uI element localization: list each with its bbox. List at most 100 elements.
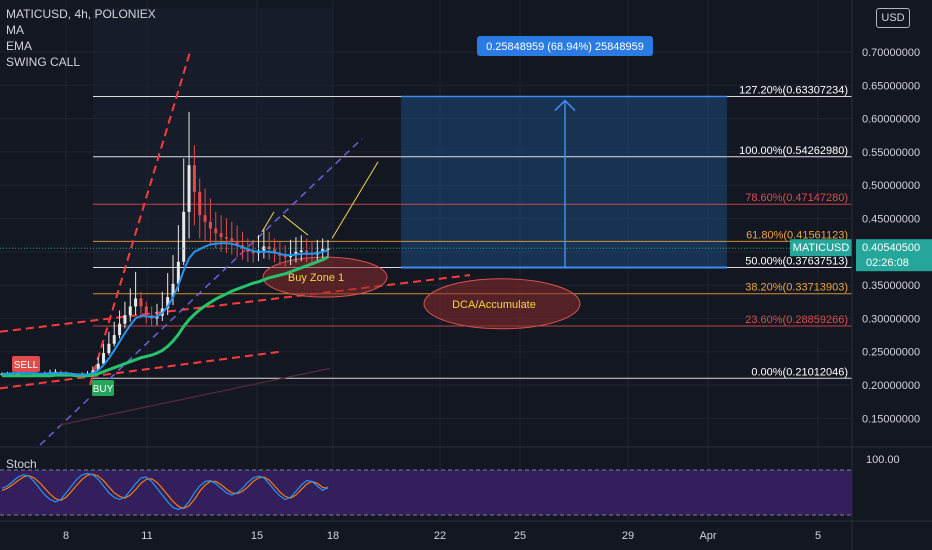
ma-line xyxy=(2,242,329,376)
candle-body xyxy=(107,343,111,354)
long-ma-line xyxy=(59,367,331,426)
candle-body xyxy=(251,251,255,254)
candle-body xyxy=(203,215,207,222)
current-price-box xyxy=(856,239,932,272)
candle-body xyxy=(192,165,196,192)
y-tick-label: 0.15000000 xyxy=(862,413,920,425)
y-tick-label: 0.55000000 xyxy=(862,147,920,159)
candle-body xyxy=(262,246,266,251)
candle-body xyxy=(139,298,143,307)
candle-body xyxy=(235,241,239,246)
stoch-band xyxy=(0,470,852,515)
y-tick-label: 0.25000000 xyxy=(862,347,920,359)
y-tick-label: 0.45000000 xyxy=(862,214,920,226)
x-tick-label: 5 xyxy=(815,530,821,542)
candle-body xyxy=(198,191,202,216)
sell-tag: SELL xyxy=(14,360,39,371)
candle-body xyxy=(96,363,100,371)
y-tick-label: 0.50000000 xyxy=(862,180,920,192)
candle-body xyxy=(273,249,277,254)
candle-body xyxy=(214,228,218,234)
x-tick-label: 8 xyxy=(63,530,69,542)
target-box xyxy=(401,96,727,268)
candle-body xyxy=(182,211,186,262)
currency-button[interactable]: USD xyxy=(876,8,910,28)
ema-line xyxy=(2,255,329,378)
y-tick-label: 0.30000000 xyxy=(862,313,920,325)
fib-label: 50.00%(0.37637513) xyxy=(745,256,848,268)
x-tick-label: 11 xyxy=(141,530,152,542)
candle-body xyxy=(230,238,234,242)
arrow-2 xyxy=(282,214,309,236)
symbol-tag: MATICUSD xyxy=(793,242,850,254)
fib-label: 78.60%(0.47147280) xyxy=(745,192,848,204)
trend-line-steep xyxy=(89,51,191,386)
fib-label: 61.80%(0.41561123) xyxy=(746,229,848,241)
candle-body xyxy=(171,283,175,298)
chart-legend: MATICUSD, 4h, POLONIEX MA EMA SWING CALL xyxy=(6,6,156,70)
x-tick-label: 25 xyxy=(514,530,526,542)
x-tick-label: 18 xyxy=(327,530,339,542)
buy-tag-box xyxy=(92,380,114,396)
indicator-ma[interactable]: MA xyxy=(6,23,24,37)
fib-label: 0.00%(0.21012046) xyxy=(751,366,848,378)
target-arrow-head xyxy=(554,99,576,112)
candle-body xyxy=(208,221,212,229)
x-tick-label: 15 xyxy=(251,530,263,542)
stoch-scale-label: 100.00 xyxy=(866,454,900,466)
buy-tag: BUY xyxy=(93,384,114,395)
candle-body xyxy=(176,261,180,284)
candle-body xyxy=(219,233,223,238)
y-tick-label: 0.60000000 xyxy=(862,114,920,126)
arrow-1 xyxy=(261,211,275,233)
symbol-title: MATICUSD, 4h, POLONIEX xyxy=(6,7,156,21)
symbol-tag-box xyxy=(790,239,852,257)
candle-body xyxy=(187,165,191,212)
candle-body xyxy=(305,250,309,253)
sell-tag-box xyxy=(12,356,40,372)
candle-body xyxy=(299,250,303,252)
buy-zone-label: Buy Zone 1 xyxy=(288,272,344,284)
fib-label: 127.20%(0.63307234) xyxy=(739,85,848,97)
trend-line-support xyxy=(0,274,471,333)
arrow-3 xyxy=(331,161,379,239)
y-tick-label: 0.35000000 xyxy=(862,280,920,292)
measure-label-box xyxy=(477,36,653,56)
current-price-label: 0.40540500 xyxy=(862,242,920,254)
fib-label: 23.60%(0.28859266) xyxy=(745,314,848,326)
indicator-ema[interactable]: EMA xyxy=(6,39,33,53)
countdown-label: 02:26:08 xyxy=(866,257,909,269)
dca-label: DCA/Accumulate xyxy=(452,299,536,311)
candle-body xyxy=(144,306,148,316)
candle-body xyxy=(118,323,122,336)
x-tick-label: 22 xyxy=(434,530,446,542)
dca-zone-ellipse xyxy=(423,278,581,330)
candle-body xyxy=(102,353,106,364)
x-tick-label: 29 xyxy=(622,530,634,542)
fib-label: 100.00%(0.54262980) xyxy=(739,145,848,157)
candle-body xyxy=(283,255,287,258)
indicator-swing-call[interactable]: SWING CALL xyxy=(6,55,81,69)
candle-body xyxy=(224,237,228,239)
measure-label: 0.25848959 (68.94%) 25848959 xyxy=(486,41,644,53)
stoch-pane-title: Stoch xyxy=(6,457,37,471)
candle-body xyxy=(128,306,132,316)
stoch-k-line xyxy=(1,472,329,511)
range-shade xyxy=(93,8,333,268)
y-tick-label: 0.20000000 xyxy=(862,380,920,392)
trend-line-lower xyxy=(0,350,281,390)
candle-body xyxy=(112,335,116,344)
candle-body xyxy=(294,251,298,255)
candle-body xyxy=(267,246,271,250)
candle-body xyxy=(321,249,325,252)
candle-body xyxy=(123,315,127,324)
x-tick-label: Apr xyxy=(699,530,716,542)
candle-body xyxy=(134,298,138,307)
stoch-d-line xyxy=(1,473,329,510)
fib-label: 38.20%(0.33713903) xyxy=(745,282,848,294)
candle-body xyxy=(166,297,170,309)
y-tick-label: 0.70000000 xyxy=(862,47,920,59)
y-tick-label: 0.65000000 xyxy=(862,80,920,92)
candle-body xyxy=(326,248,330,250)
